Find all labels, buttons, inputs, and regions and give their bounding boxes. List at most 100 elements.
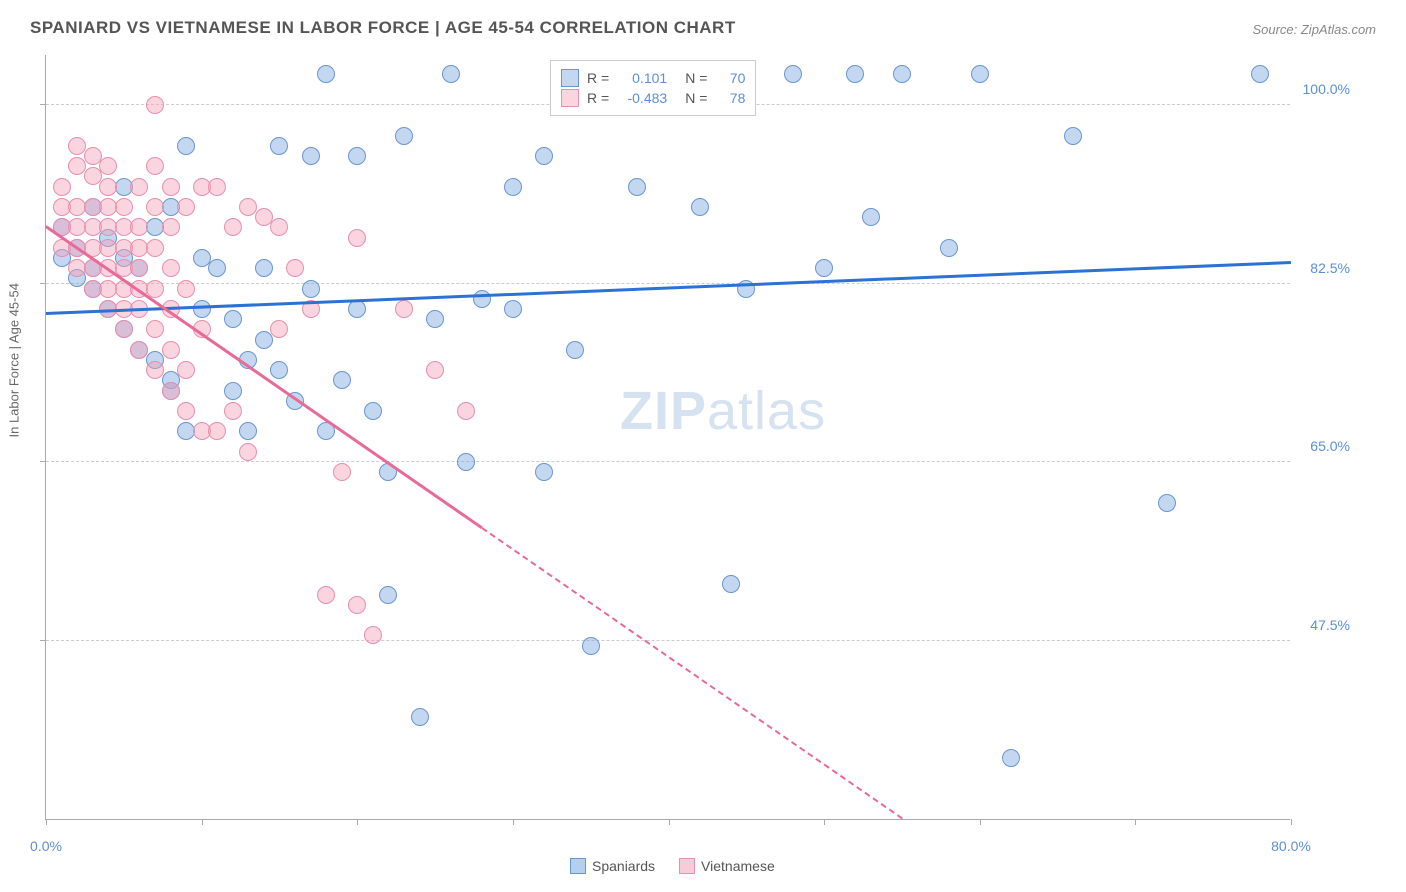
data-point: [364, 626, 382, 644]
data-point: [255, 331, 273, 349]
data-point: [364, 402, 382, 420]
series-legend-item: Vietnamese: [679, 858, 775, 874]
x-tick: [46, 819, 47, 825]
data-point: [162, 178, 180, 196]
data-point: [193, 300, 211, 318]
watermark-atlas: atlas: [707, 381, 826, 441]
data-point: [691, 198, 709, 216]
data-point: [317, 586, 335, 604]
data-point: [379, 586, 397, 604]
data-point: [846, 65, 864, 83]
data-point: [146, 320, 164, 338]
trend-line: [46, 261, 1291, 314]
legend-n-value: 70: [715, 70, 745, 86]
x-tick: [513, 819, 514, 825]
data-point: [893, 65, 911, 83]
gridline: [46, 283, 1290, 284]
y-tick: [40, 283, 46, 284]
data-point: [177, 402, 195, 420]
data-point: [208, 259, 226, 277]
gridline: [46, 640, 1290, 641]
data-point: [348, 229, 366, 247]
data-point: [146, 361, 164, 379]
data-point: [146, 96, 164, 114]
data-point: [333, 371, 351, 389]
chart-title: SPANIARD VS VIETNAMESE IN LABOR FORCE | …: [30, 18, 736, 38]
data-point: [255, 259, 273, 277]
data-point: [582, 637, 600, 655]
data-point: [442, 65, 460, 83]
y-tick-label: 100.0%: [1295, 81, 1350, 97]
data-point: [208, 178, 226, 196]
data-point: [504, 178, 522, 196]
trend-line: [481, 527, 902, 819]
data-point: [177, 198, 195, 216]
legend-n-label: N =: [685, 70, 707, 86]
x-tick: [357, 819, 358, 825]
data-point: [411, 708, 429, 726]
legend-row: R =-0.483N =78: [561, 89, 745, 107]
legend-swatch: [561, 89, 579, 107]
legend-swatch: [679, 858, 695, 874]
data-point: [162, 218, 180, 236]
data-point: [473, 290, 491, 308]
y-tick-label: 82.5%: [1295, 260, 1350, 276]
data-point: [395, 300, 413, 318]
data-point: [115, 320, 133, 338]
legend-n-value: 78: [715, 90, 745, 106]
data-point: [224, 218, 242, 236]
data-point: [302, 280, 320, 298]
legend-row: R =0.101N =70: [561, 69, 745, 87]
data-point: [99, 157, 117, 175]
data-point: [162, 259, 180, 277]
data-point: [208, 422, 226, 440]
data-point: [348, 147, 366, 165]
gridline: [46, 461, 1290, 462]
data-point: [535, 463, 553, 481]
data-point: [270, 320, 288, 338]
y-axis-label: In Labor Force | Age 45-54: [7, 283, 22, 437]
data-point: [146, 239, 164, 257]
legend-r-label: R =: [587, 70, 609, 86]
data-point: [286, 259, 304, 277]
data-point: [115, 198, 133, 216]
data-point: [224, 310, 242, 328]
x-tick-label: 0.0%: [30, 838, 62, 854]
data-point: [971, 65, 989, 83]
data-point: [504, 300, 522, 318]
x-tick: [669, 819, 670, 825]
data-point: [270, 361, 288, 379]
data-point: [535, 147, 553, 165]
correlation-legend: R =0.101N =70R =-0.483N =78: [550, 60, 756, 116]
legend-swatch: [570, 858, 586, 874]
legend-swatch: [561, 69, 579, 87]
data-point: [302, 147, 320, 165]
data-point: [722, 575, 740, 593]
data-point: [628, 178, 646, 196]
data-point: [130, 259, 148, 277]
series-legend: SpaniardsVietnamese: [570, 858, 775, 874]
y-tick-label: 47.5%: [1295, 617, 1350, 633]
x-tick: [1291, 819, 1292, 825]
data-point: [1064, 127, 1082, 145]
data-point: [270, 218, 288, 236]
watermark: ZIPatlas: [620, 380, 826, 442]
watermark-zip: ZIP: [620, 381, 707, 441]
data-point: [162, 382, 180, 400]
data-point: [333, 463, 351, 481]
series-legend-label: Vietnamese: [701, 858, 775, 874]
data-point: [270, 137, 288, 155]
data-point: [426, 310, 444, 328]
x-tick: [824, 819, 825, 825]
x-tick-label: 80.0%: [1271, 838, 1311, 854]
data-point: [177, 280, 195, 298]
data-point: [177, 137, 195, 155]
data-point: [1251, 65, 1269, 83]
data-point: [348, 596, 366, 614]
data-point: [224, 402, 242, 420]
data-point: [940, 239, 958, 257]
data-point: [815, 259, 833, 277]
data-point: [146, 198, 164, 216]
y-tick: [40, 640, 46, 641]
data-point: [130, 218, 148, 236]
